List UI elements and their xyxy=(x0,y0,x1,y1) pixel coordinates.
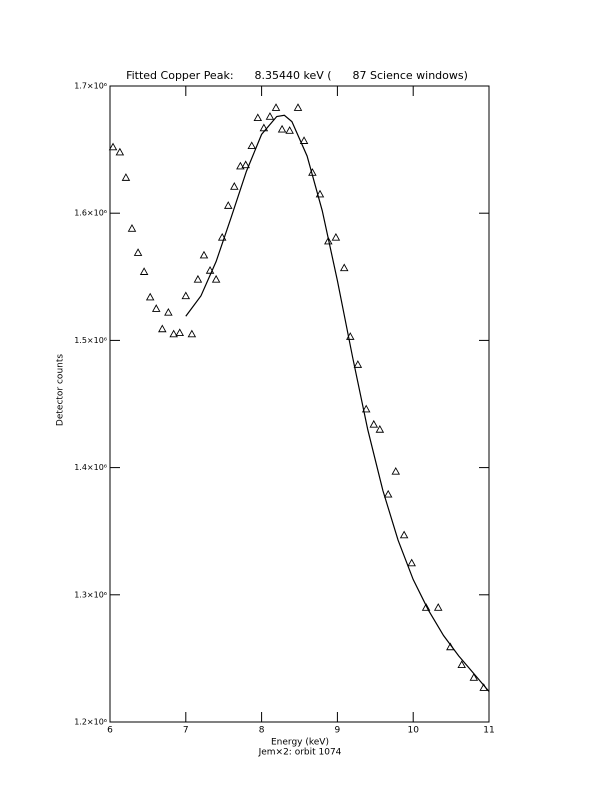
data-point xyxy=(158,324,167,333)
subtitle: Jem×2: orbit 1074 xyxy=(258,748,342,758)
data-point xyxy=(181,291,191,300)
y-tick-label: 1.7×10⁶ xyxy=(74,82,107,91)
data-point xyxy=(145,292,155,301)
data-point xyxy=(127,224,137,232)
data-point xyxy=(399,530,409,539)
x-tick-label: 10 xyxy=(407,726,419,736)
y-tick-label: 1.5×10⁶ xyxy=(74,336,107,345)
data-point xyxy=(241,160,250,169)
data-point xyxy=(271,103,281,111)
data-point xyxy=(139,267,149,275)
data-point xyxy=(121,173,131,181)
data-point xyxy=(361,404,371,413)
data-point xyxy=(193,274,203,283)
data-point xyxy=(375,425,385,433)
data-point xyxy=(199,250,209,259)
x-tick-label: 7 xyxy=(183,726,189,736)
x-tick-label: 6 xyxy=(107,726,113,736)
data-point xyxy=(285,126,294,134)
y-tick-label: 1.6×10⁶ xyxy=(74,209,107,218)
data-point xyxy=(265,112,275,120)
data-point xyxy=(230,182,239,190)
data-point xyxy=(469,673,479,681)
data-point xyxy=(315,189,325,198)
data-point xyxy=(247,141,257,150)
data-point xyxy=(133,248,143,256)
data-point xyxy=(187,329,197,338)
y-tick-label: 1.4×10⁶ xyxy=(74,463,107,472)
plot-frame xyxy=(109,85,490,723)
chart-title: Fitted Copper Peak: 8.35440 keV ( 87 Sci… xyxy=(126,69,468,82)
data-point xyxy=(421,603,431,611)
data-point xyxy=(151,304,161,312)
data-point xyxy=(236,161,245,170)
x-tick-label: 9 xyxy=(335,726,341,736)
data-point xyxy=(169,329,178,338)
fit-line xyxy=(185,114,490,692)
y-tick-label: 1.3×10⁶ xyxy=(74,590,107,599)
data-point xyxy=(407,558,416,567)
x-tick-label: 11 xyxy=(483,726,494,736)
data-point xyxy=(331,232,341,241)
data-point xyxy=(433,603,443,611)
data-point xyxy=(108,142,118,151)
data-point xyxy=(211,274,221,283)
data-point xyxy=(353,360,363,368)
data-point xyxy=(175,328,185,337)
data-point xyxy=(339,263,349,272)
data-point xyxy=(115,147,125,156)
data-point xyxy=(369,419,379,428)
data-point xyxy=(223,201,233,209)
data-point xyxy=(164,307,173,316)
data-point xyxy=(324,236,333,245)
y-tick-label: 1.2×10⁶ xyxy=(74,718,107,727)
data-point xyxy=(299,136,309,144)
data-point xyxy=(253,113,263,122)
data-point xyxy=(391,466,401,475)
data-point xyxy=(277,124,287,133)
x-axis-label: Energy (keV) xyxy=(271,738,329,748)
data-point xyxy=(293,103,303,111)
y-axis-label: Detector counts xyxy=(56,354,66,426)
x-tick-label: 8 xyxy=(259,726,265,736)
data-point xyxy=(457,660,466,669)
data-point xyxy=(383,489,393,498)
